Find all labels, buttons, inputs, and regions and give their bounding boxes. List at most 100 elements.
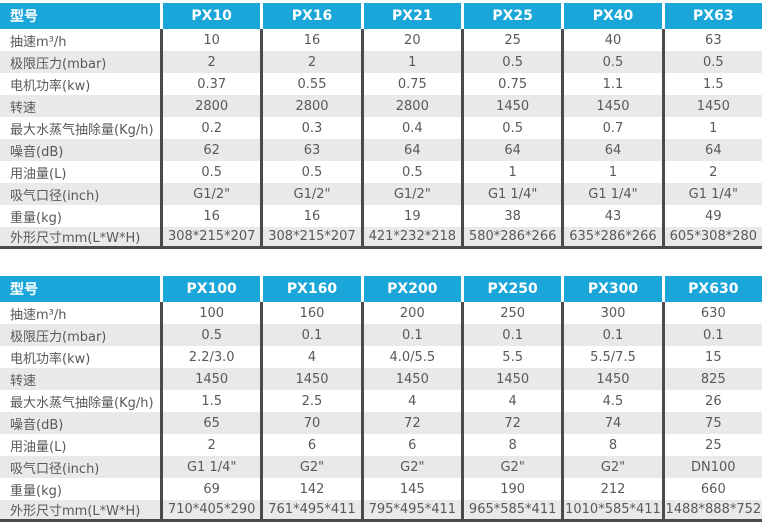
value-cell: 20 [360, 29, 461, 51]
value-cell: 0.1 [460, 324, 562, 346]
value-cell: 1450 [360, 368, 461, 390]
value-cell: 43 [561, 205, 662, 227]
value-cell: 0.5 [561, 51, 662, 73]
row-label-cell: 极限压力(mbar) [0, 51, 160, 73]
value-cell: G1/2" [360, 183, 461, 205]
value-cell: 2 [160, 434, 261, 456]
row-label-cell: 外形尺寸mm(L*W*H) [0, 500, 160, 522]
value-cell: 2 [160, 51, 261, 73]
row-label-cell: 重量(kg) [0, 478, 160, 500]
value-cell: 965*585*411 [460, 500, 562, 522]
value-cell: 10 [160, 29, 261, 51]
table-row: 最大水蒸气抽除量(Kg/h) 0.2 0.3 0.4 0.5 0.7 1 [0, 117, 762, 139]
value-cell: 710*405*290 [160, 500, 261, 522]
row-label-cell: 电机功率(kw) [0, 346, 160, 368]
value-cell: 65 [160, 412, 261, 434]
value-cell: G1 1/4" [460, 183, 562, 205]
model-header-cell: PX16 [260, 3, 361, 29]
value-cell: 72 [460, 412, 562, 434]
model-header-cell: PX160 [260, 276, 361, 302]
value-cell: 4.5 [561, 390, 662, 412]
value-cell: 8 [561, 434, 662, 456]
value-cell: 1010*585*411 [561, 500, 662, 522]
value-cell: 0.5 [160, 161, 261, 183]
table-row: 外形尺寸mm(L*W*H) 308*215*207 308*215*207 421*2… [0, 227, 762, 249]
table-row: 噪音(dB) 62 63 64 64 64 64 [0, 139, 762, 161]
row-label-cell: 噪音(dB) [0, 139, 160, 161]
value-cell: G1/2" [160, 183, 261, 205]
value-cell: 6 [360, 434, 461, 456]
row-label-cell: 电机功率(kw) [0, 73, 160, 95]
value-cell: 25 [661, 434, 762, 456]
value-cell: 0.5 [661, 51, 762, 73]
value-cell: 1450 [460, 368, 562, 390]
corner-header-cell: 型号 [0, 3, 160, 29]
value-cell: 64 [460, 139, 562, 161]
value-cell: 1450 [561, 368, 662, 390]
value-cell: 70 [260, 412, 361, 434]
value-cell: 421*232*218 [360, 227, 461, 249]
model-header-cell: PX300 [561, 276, 662, 302]
value-cell: 142 [260, 478, 361, 500]
value-cell: 761*495*411 [260, 500, 361, 522]
table-row: 转速 1450 1450 1450 1450 1450 825 [0, 368, 762, 390]
value-cell: 308*215*207 [160, 227, 261, 249]
value-cell: 16 [160, 205, 261, 227]
model-header-cell: PX250 [460, 276, 562, 302]
row-label-cell: 吸气口径(inch) [0, 456, 160, 478]
value-cell: 825 [661, 368, 762, 390]
row-label-cell: 用油量(L) [0, 161, 160, 183]
value-cell: 0.5 [460, 51, 562, 73]
model-header-cell: PX21 [360, 3, 461, 29]
value-cell: 0.1 [360, 324, 461, 346]
value-cell: 8 [460, 434, 562, 456]
row-label-cell: 外形尺寸mm(L*W*H) [0, 227, 160, 249]
value-cell: G2" [260, 456, 361, 478]
row-label-cell: 最大水蒸气抽除量(Kg/h) [0, 117, 160, 139]
row-label-cell: 转速 [0, 95, 160, 117]
value-cell: 1450 [460, 95, 562, 117]
value-cell: 0.5 [160, 324, 261, 346]
value-cell: 1 [360, 51, 461, 73]
value-cell: 75 [661, 412, 762, 434]
value-cell: 5.5 [460, 346, 562, 368]
value-cell: 64 [661, 139, 762, 161]
value-cell: 0.37 [160, 73, 261, 95]
value-cell: 0.2 [160, 117, 261, 139]
value-cell: G2" [460, 456, 562, 478]
value-cell: 4.0/5.5 [360, 346, 461, 368]
model-header-cell: PX10 [160, 3, 261, 29]
value-cell: 15 [661, 346, 762, 368]
value-cell: 635*286*266 [561, 227, 662, 249]
value-cell: 0.1 [561, 324, 662, 346]
value-cell: 72 [360, 412, 461, 434]
value-cell: 1.5 [160, 390, 261, 412]
value-cell: 100 [160, 302, 261, 324]
spec-table-1-container: 型号 PX10 PX16 PX21 PX25 PX40 PX63 抽速m³/h 10 16 20 25… [0, 3, 762, 249]
value-cell: G1 1/4" [160, 456, 261, 478]
value-cell: 795*495*411 [360, 500, 461, 522]
value-cell: 2.5 [260, 390, 361, 412]
value-cell: 308*215*207 [260, 227, 361, 249]
table-row: 最大水蒸气抽除量(Kg/h) 1.5 2.5 4 4 4.5 26 [0, 390, 762, 412]
table-row: 抽速m³/h 100 160 200 250 300 630 [0, 302, 762, 324]
spec-table-2: 型号 PX100 PX160 PX200 PX250 PX300 PX630 抽速m³/h 10… [0, 276, 762, 522]
value-cell: 63 [260, 139, 361, 161]
value-cell: 19 [360, 205, 461, 227]
table-row: 抽速m³/h 10 16 20 25 40 63 [0, 29, 762, 51]
value-cell: 69 [160, 478, 261, 500]
value-cell: 630 [661, 302, 762, 324]
value-cell: 62 [160, 139, 261, 161]
model-header-cell: PX25 [460, 3, 562, 29]
value-cell: 1450 [160, 368, 261, 390]
value-cell: 200 [360, 302, 461, 324]
value-cell: G1 1/4" [561, 183, 662, 205]
value-cell: 145 [360, 478, 461, 500]
value-cell: 160 [260, 302, 361, 324]
value-cell: 64 [561, 139, 662, 161]
value-cell: 250 [460, 302, 562, 324]
value-cell: 64 [360, 139, 461, 161]
row-label-cell: 转速 [0, 368, 160, 390]
value-cell: 0.55 [260, 73, 361, 95]
table-row: 外形尺寸mm(L*W*H) 710*405*290 761*495*411 795*4… [0, 500, 762, 522]
